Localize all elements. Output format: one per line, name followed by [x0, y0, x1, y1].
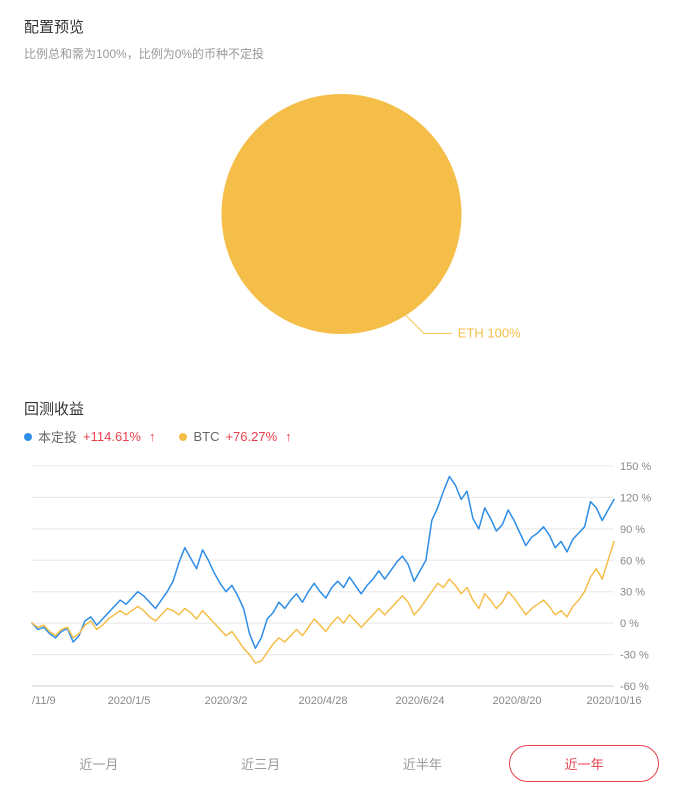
time-range-tab[interactable]: 近一年 — [509, 745, 659, 782]
legend-dot — [179, 433, 187, 441]
legend-row: 本定投 +114.61% ↑ BTC +76.27% ↑ — [24, 427, 659, 446]
x-tick-label: 2020/6/24 — [396, 695, 445, 707]
y-tick-label: 150 % — [620, 461, 651, 473]
config-preview-section: 配置预览 比例总和需为100%，比例为0%的币种不定投 ETH 100% — [0, 0, 683, 382]
pie-slice-label: ETH 100% — [458, 325, 521, 340]
series-line — [32, 541, 614, 663]
x-tick-label: 2020/4/28 — [299, 695, 348, 707]
pie-leader-line — [406, 315, 452, 333]
arrow-up-icon: ↑ — [285, 429, 292, 444]
x-tick-label: 2020/10/16 — [586, 695, 641, 707]
pie-svg: ETH 100% — [24, 74, 659, 374]
time-range-tab[interactable]: 近一月 — [24, 745, 174, 782]
y-tick-label: -60 % — [620, 681, 649, 693]
arrow-up-icon: ↑ — [149, 429, 156, 444]
x-tick-label: 2020/1/5 — [108, 695, 151, 707]
y-tick-label: 120 % — [620, 492, 651, 504]
y-tick-label: 30 % — [620, 587, 645, 599]
x-tick-label: 2020/8/20 — [493, 695, 542, 707]
legend-value: +114.61% — [83, 429, 141, 444]
line-chart-svg: -60 % -30 % 0 % 30 % 60 % 90 % 120 % 150 % /11/9… — [24, 456, 659, 716]
config-preview-title: 配置预览 — [24, 16, 659, 37]
pie-chart: ETH 100% — [24, 74, 659, 374]
line-chart-area: -60 % -30 % 0 % 30 % 60 % 90 % 120 % 150 % /11/9… — [0, 456, 683, 733]
legend-dot — [24, 433, 32, 441]
x-tick-label: /11/9 — [32, 695, 56, 707]
y-tick-label: 90 % — [620, 524, 645, 536]
config-preview-subtitle: 比例总和需为100%，比例为0%的币种不定投 — [24, 45, 659, 62]
time-range-tab[interactable]: 近三月 — [186, 745, 336, 782]
backtest-section: 回测收益 本定投 +114.61% ↑ BTC +76.27% ↑ — [0, 382, 683, 446]
backtest-title: 回测收益 — [24, 398, 659, 419]
x-tick-label: 2020/3/2 — [205, 695, 248, 707]
legend-name: BTC — [193, 429, 219, 444]
y-tick-label: 0 % — [620, 618, 639, 630]
y-tick-label: -30 % — [620, 650, 649, 662]
pie-slice-eth — [222, 94, 462, 334]
y-tick-label: 60 % — [620, 555, 645, 567]
legend-name: 本定投 — [38, 427, 77, 446]
legend-item: 本定投 +114.61% ↑ — [24, 427, 155, 446]
legend-value: +76.27% — [225, 429, 277, 444]
time-range-tab[interactable]: 近半年 — [348, 745, 498, 782]
legend-item: BTC +76.27% ↑ — [179, 429, 291, 444]
series-line — [32, 477, 614, 649]
